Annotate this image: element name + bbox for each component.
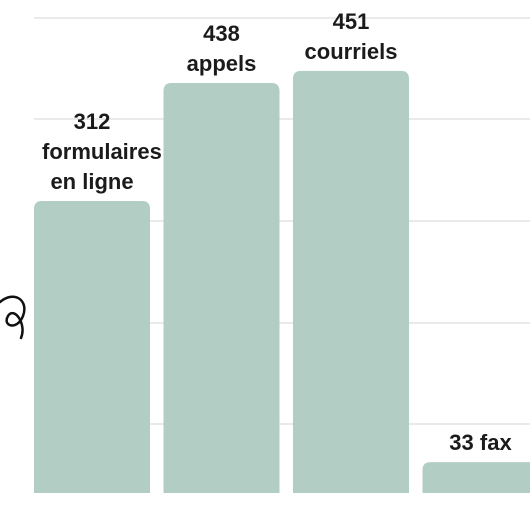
bar-label: 451 courriels <box>301 7 401 67</box>
bar <box>293 70 409 493</box>
value-label: 451 <box>332 8 370 34</box>
category-label: appels <box>186 51 257 77</box>
bar <box>422 462 530 493</box>
bar-label: 33 fax <box>431 428 530 458</box>
value-label: 33 <box>449 430 474 456</box>
decoration <box>0 295 26 340</box>
bar-label: 438 appels <box>172 19 272 79</box>
value-label: 312 <box>73 108 111 134</box>
bar <box>163 83 280 494</box>
category-label: fax <box>479 430 512 456</box>
bar-label: 312 formulaires en ligne <box>42 107 162 197</box>
category-label: formulaires en ligne <box>42 138 162 194</box>
category-label: courriels <box>304 38 398 64</box>
value-label: 438 <box>203 21 240 47</box>
bar <box>34 200 150 493</box>
